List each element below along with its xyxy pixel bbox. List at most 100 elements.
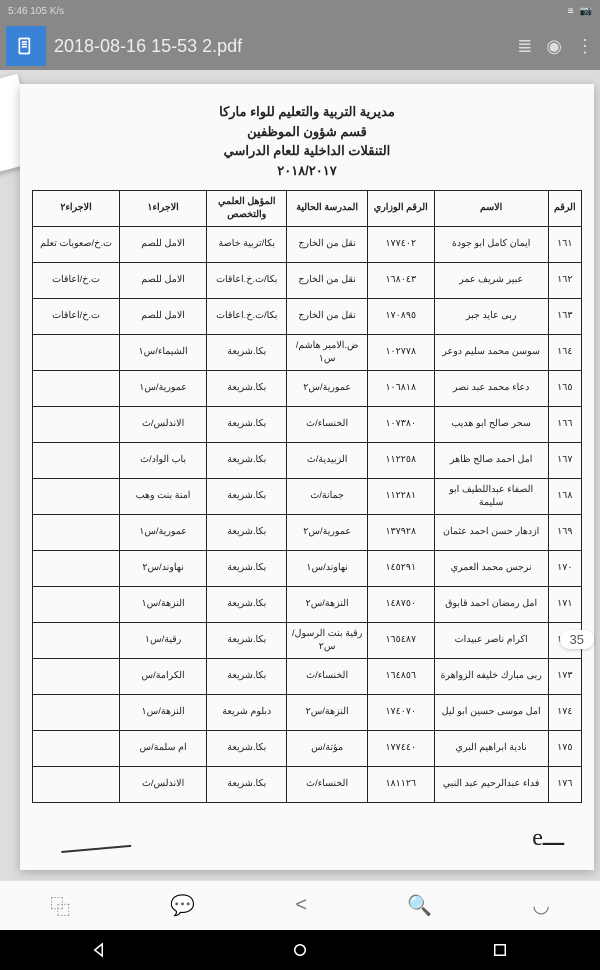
- table-cell: ١٨١١٢٦: [367, 767, 434, 803]
- table-cell: [33, 659, 120, 695]
- table-cell: رقية/س١: [120, 623, 207, 659]
- table-cell: ت.خ/اعاقات: [33, 299, 120, 335]
- table-header-row: الرقمالاسمالرقم الوزاريالمدرسة الحاليةال…: [33, 191, 582, 227]
- table-cell: ١٠٢٧٧٨: [367, 335, 434, 371]
- table-cell: ١٧٦: [548, 767, 581, 803]
- table-cell: ١٤٨٧٥٠: [367, 587, 434, 623]
- table-row: ١٦٦سحر صالح ابو هديب١٠٧٣٨٠الخنساء/ثبكا.ش…: [33, 407, 582, 443]
- table-cell: نادية ابراهيم البري: [434, 731, 548, 767]
- table-cell: امل رمضان احمد قابوق: [434, 587, 548, 623]
- table-cell: سوسن محمد سليم دوعر: [434, 335, 548, 371]
- table-row: ١٦٩ازدهار حسن احمد عثمان١٣٧٩٢٨عمورية/س٢ب…: [33, 515, 582, 551]
- status-bar: 5:46 105 K/s ≡ 📷: [0, 0, 600, 22]
- table-cell: امل احمد صالح ظاهر: [434, 443, 548, 479]
- status-camera-icon: 📷: [580, 6, 592, 17]
- recent-apps-button[interactable]: [491, 941, 509, 959]
- table-cell: نقل من الخارج: [287, 299, 367, 335]
- table-cell: [33, 695, 120, 731]
- table-cell: [33, 623, 120, 659]
- overflow-menu-icon[interactable]: ⋮: [576, 36, 594, 57]
- table-body: ١٦١ايمان كامل ابو جودة١٧٧٤٠٢نقل من الخار…: [33, 227, 582, 803]
- table-cell: عمورية/س١: [120, 515, 207, 551]
- header-line-1: مديرية التربية والتعليم للواء ماركا: [32, 102, 582, 122]
- table-cell: نهاوند/س٢: [120, 551, 207, 587]
- table-cell: ايمان كامل ابو جودة: [434, 227, 548, 263]
- table-cell: بكا.شريعة: [207, 371, 287, 407]
- table-cell: رقية بنت الرسول/س٢: [287, 623, 367, 659]
- document-menu-button[interactable]: [6, 26, 46, 66]
- table-cell: جمانة/ث: [287, 479, 367, 515]
- table-cell: بكا/ت.خ.اعاقات: [207, 299, 287, 335]
- signature-left: [59, 817, 131, 853]
- header-line-3: التنقلات الداخلية للعام الدراسي: [32, 141, 582, 161]
- table-row: ١٧٠نرجس محمد العمري١٤٥٢٩١نهاوند/س١بكا.شر…: [33, 551, 582, 587]
- table-row: ١٦٢عبير شريف عمر١٦٨٠٤٣نقل من الخارجبكا/ت…: [33, 263, 582, 299]
- table-cell: الكرامة/س: [120, 659, 207, 695]
- table-cell: نقل من الخارج: [287, 227, 367, 263]
- header-line-2: قسم شؤون الموظفين: [32, 122, 582, 142]
- share-icon[interactable]: <: [295, 894, 307, 917]
- table-row: ١٦٨الصفاء عبداللطيف ابو سليمة١١٢٢٨١جمانة…: [33, 479, 582, 515]
- table-cell: بكا.شريعة: [207, 443, 287, 479]
- table-cell: ١٦٧: [548, 443, 581, 479]
- table-header-cell: المدرسة الحالية: [287, 191, 367, 227]
- table-cell: نهاوند/س١: [287, 551, 367, 587]
- document-viewport[interactable]: مديرية التربية والتعليم للواء ماركا قسم …: [0, 70, 600, 880]
- table-cell: النزهة/س١: [120, 587, 207, 623]
- table-header-cell: الاجراء٢: [33, 191, 120, 227]
- status-list-icon: ≡: [568, 6, 574, 17]
- table-cell: النزهة/س٢: [287, 587, 367, 623]
- camera-icon[interactable]: ◉: [546, 36, 562, 57]
- file-title: 2018-08-16 15-53 2.pdf: [54, 36, 509, 57]
- table-row: ١٦٤سوسن محمد سليم دوعر١٠٢٧٧٨ض.الامير هاش…: [33, 335, 582, 371]
- table-cell: ١٦٢: [548, 263, 581, 299]
- table-cell: ١٦٦: [548, 407, 581, 443]
- table-header-cell: الرقم: [548, 191, 581, 227]
- table-cell: بكا.شريعة: [207, 515, 287, 551]
- table-cell: [33, 335, 120, 371]
- table-cell: بكا.شريعة: [207, 335, 287, 371]
- table-cell: الشيماء/س١: [120, 335, 207, 371]
- table-cell: الصفاء عبداللطيف ابو سليمة: [434, 479, 548, 515]
- table-row: ١٧٦فداء عبدالرحيم عبد النبي١٨١١٢٦الخنساء…: [33, 767, 582, 803]
- table-cell: ١٦٥: [548, 371, 581, 407]
- table-cell: بكا/تربية خاصة: [207, 227, 287, 263]
- table-cell: الخنساء/ث: [287, 407, 367, 443]
- list-view-icon[interactable]: ≣: [517, 36, 532, 57]
- table-cell: الخنساء/ث: [287, 659, 367, 695]
- crop-icon[interactable]: ⿻: [50, 891, 70, 920]
- table-cell: مؤتة/س: [287, 731, 367, 767]
- table-cell: ١٦٣: [548, 299, 581, 335]
- table-cell: عبير شريف عمر: [434, 263, 548, 299]
- bottom-toolbar: ⿻ 💬 < 🔍 ◡: [0, 880, 600, 930]
- document-page: مديرية التربية والتعليم للواء ماركا قسم …: [20, 84, 594, 870]
- table-cell: ١٠٦٨١٨: [367, 371, 434, 407]
- table-cell: ١٦١: [548, 227, 581, 263]
- transfers-table: الرقمالاسمالرقم الوزاريالمدرسة الحاليةال…: [32, 190, 582, 803]
- table-cell: [33, 731, 120, 767]
- table-cell: [33, 767, 120, 803]
- table-header-cell: الاسم: [434, 191, 548, 227]
- status-left: 5:46 105 K/s: [8, 6, 64, 17]
- table-cell: ١٧٤٠٧٠: [367, 695, 434, 731]
- table-header-cell: المؤهل العلمي والتخصص: [207, 191, 287, 227]
- table-cell: ١٧٣: [548, 659, 581, 695]
- table-cell: الزبيدية/ث: [287, 443, 367, 479]
- bookmark-icon[interactable]: ◡: [532, 893, 549, 918]
- table-cell: دبلوم شريعة: [207, 695, 287, 731]
- table-cell: ١٦٨: [548, 479, 581, 515]
- home-button[interactable]: [291, 941, 309, 959]
- table-cell: بكا.شريعة: [207, 659, 287, 695]
- table-cell: ١٧٥: [548, 731, 581, 767]
- table-cell: الامل للصم: [120, 263, 207, 299]
- header-line-4: ٢٠١٨/٢٠١٧: [32, 161, 582, 181]
- table-cell: [33, 479, 120, 515]
- search-icon[interactable]: 🔍: [407, 893, 432, 918]
- comment-icon[interactable]: 💬: [170, 893, 195, 918]
- table-cell: بكا.شريعة: [207, 407, 287, 443]
- table-cell: الامل للصم: [120, 227, 207, 263]
- table-cell: بكا.شريعة: [207, 767, 287, 803]
- table-row: ١٦١ايمان كامل ابو جودة١٧٧٤٠٢نقل من الخار…: [33, 227, 582, 263]
- back-button[interactable]: [91, 941, 109, 959]
- table-row: ١٦٥دعاء محمد عبد نصر١٠٦٨١٨عمورية/س٢بكا.ش…: [33, 371, 582, 407]
